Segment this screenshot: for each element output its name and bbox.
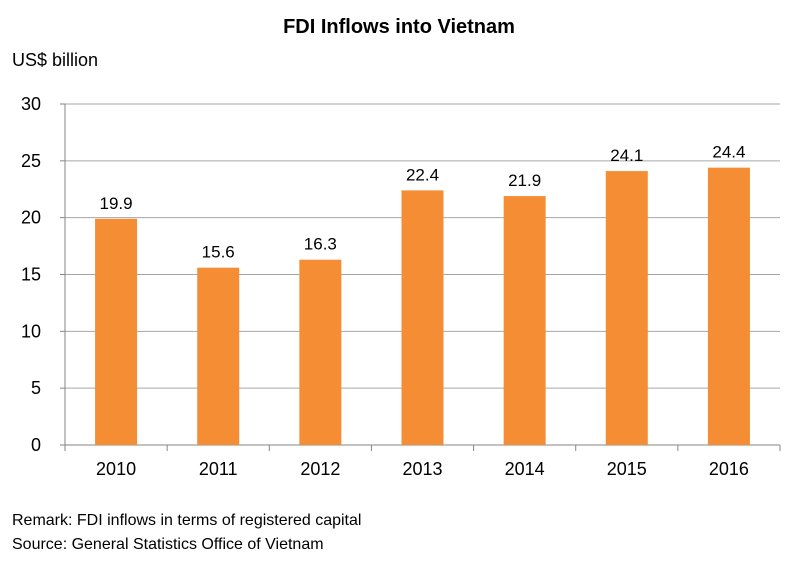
bar-2016 xyxy=(707,167,750,446)
y-tick-label: 15 xyxy=(21,265,41,285)
bar-2015 xyxy=(605,171,648,445)
x-tick-label: 2016 xyxy=(709,459,749,479)
y-tick-label: 5 xyxy=(31,378,41,398)
bar-2012 xyxy=(299,259,342,445)
y-tick-label: 10 xyxy=(21,321,41,341)
data-label: 19.9 xyxy=(100,194,133,213)
chart-title: FDI Inflows into Vietnam xyxy=(283,16,515,38)
y-tick-label: 25 xyxy=(21,151,41,171)
data-label: 22.4 xyxy=(406,165,439,184)
data-label: 24.1 xyxy=(610,146,643,165)
x-tick-label: 2011 xyxy=(199,459,238,479)
bar-2010 xyxy=(95,218,138,445)
data-label: 15.6 xyxy=(202,243,235,262)
data-label: 16.3 xyxy=(304,235,337,254)
x-tick-label: 2014 xyxy=(505,459,545,479)
bar-2013 xyxy=(401,190,444,445)
x-tick-label: 2010 xyxy=(96,459,136,479)
source-note: Source: General Statistics Office of Vie… xyxy=(12,536,324,553)
data-label: 21.9 xyxy=(508,171,541,190)
y-tick-label: 20 xyxy=(21,208,41,228)
y-tick-label: 30 xyxy=(21,94,41,114)
x-tick-label: 2015 xyxy=(607,459,647,479)
bar-2014 xyxy=(503,196,546,445)
data-label: 24.4 xyxy=(712,143,745,162)
remark-note: Remark: FDI inflows in terms of register… xyxy=(12,512,362,529)
x-tick-label: 2012 xyxy=(300,459,340,479)
x-tick-label: 2013 xyxy=(402,459,442,479)
y-tick-label: 0 xyxy=(31,435,41,455)
bar-2011 xyxy=(197,267,240,445)
y-axis-label: US$ billion xyxy=(12,50,99,70)
